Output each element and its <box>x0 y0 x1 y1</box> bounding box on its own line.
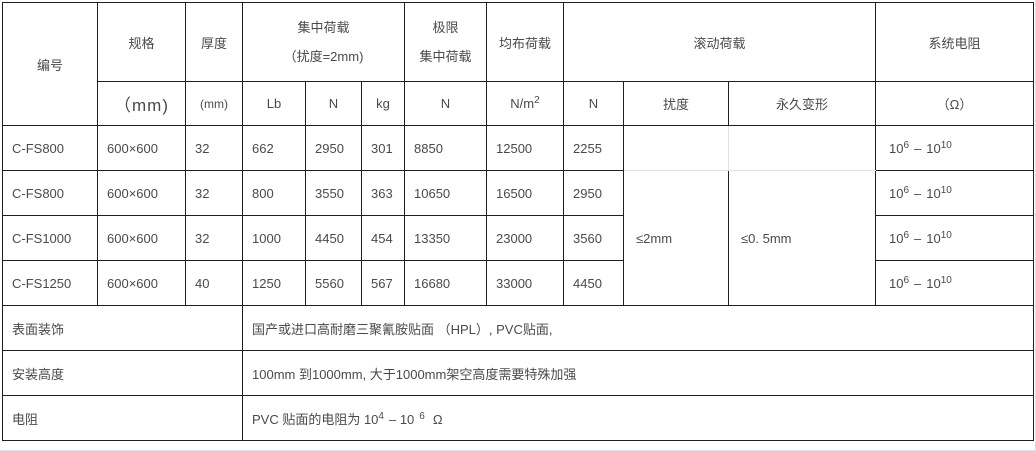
cell-uniform-load: 23000 <box>486 215 564 261</box>
cell-ultimate-n: 10650 <box>404 170 487 216</box>
cell-system-resistance: 106–1010 <box>875 215 1034 261</box>
unit-n-per-m2: N/m2 <box>486 81 564 126</box>
table-row: C-FS800 600×600 32 662 2950 301 8850 125… <box>2 125 1034 171</box>
col-header-uniform-load: 均布荷载 <box>486 2 564 82</box>
cell-system-resistance: 106–1010 <box>875 125 1034 171</box>
floor-panel-spec-table: 编号 规格 厚度 集中荷载 （扰度=2mm) 极限 集中荷载 均布荷载 滚动荷载… <box>2 2 1034 441</box>
footer-label-install-height: 安装高度 <box>2 350 243 396</box>
footer-content-resistance: PVC 贴面的电阻为 104– 10 6 Ω <box>242 395 1034 441</box>
unit-n-concentrated: N <box>305 81 362 126</box>
table-row: C-FS1000 600×600 32 1000 4450 454 13350 … <box>2 215 1034 261</box>
unit-kg: kg <box>361 81 405 126</box>
concentrated-load-line2: （扰度=2mm) <box>283 49 364 64</box>
cell-kg: 301 <box>361 125 405 171</box>
col-header-spec: 规格 <box>97 2 186 82</box>
cell-uniform-load: 33000 <box>486 260 564 306</box>
footer-row-surface: 表面装饰 国产或进口高耐磨三聚氰胺贴面 （HPL）, PVC贴面, <box>2 305 1034 351</box>
unit-permanent-deformation: 永久变形 <box>728 81 876 126</box>
cell-deflection-empty <box>623 125 729 171</box>
cell-ultimate-n: 16680 <box>404 260 487 306</box>
cell-kg: 454 <box>361 215 405 261</box>
cell-rolling-n: 2255 <box>563 125 624 171</box>
cell-system-resistance: 106–1010 <box>875 170 1034 216</box>
cell-lb: 662 <box>242 125 306 171</box>
cell-thickness: 32 <box>185 215 243 261</box>
cell-kg: 363 <box>361 170 405 216</box>
footer-row-resistance: 电阻 PVC 贴面的电阻为 104– 10 6 Ω <box>2 395 1034 441</box>
table-row: C-FS1250 600×600 40 1250 5560 567 16680 … <box>2 260 1034 306</box>
cell-lb: 1000 <box>242 215 306 261</box>
footer-label-surface: 表面装饰 <box>2 305 243 351</box>
col-header-system-resistance: 系统电阻 <box>875 2 1034 82</box>
cell-kg: 567 <box>361 260 405 306</box>
cell-rolling-permanent-deformation: ≤0. 5mm <box>728 170 876 306</box>
cell-model: C-FS1000 <box>2 215 98 261</box>
cell-model: C-FS800 <box>2 125 98 171</box>
footer-label-resistance: 电阻 <box>2 395 243 441</box>
cell-rolling-n: 4450 <box>563 260 624 306</box>
unit-lb: Lb <box>242 81 306 126</box>
ultimate-load-line1: 极限 <box>432 20 459 35</box>
footer-content-surface: 国产或进口高耐磨三聚氰胺贴面 （HPL）, PVC贴面, <box>242 305 1034 351</box>
cell-rolling-n: 3560 <box>563 215 624 261</box>
cell-lb: 800 <box>242 170 306 216</box>
cell-spec: 600×600 <box>97 215 186 261</box>
col-header-thickness: 厚度 <box>185 2 243 82</box>
unit-spec-mm: （mm) <box>97 81 186 126</box>
cell-ultimate-n: 13350 <box>404 215 487 261</box>
unit-ohm: （Ω） <box>875 81 1034 126</box>
cell-n: 3550 <box>305 170 362 216</box>
cell-thickness: 32 <box>185 170 243 216</box>
cell-rolling-deflection: ≤2mm <box>623 170 729 306</box>
footer-row-install-height: 安装高度 100mm 到1000mm, 大于1000mm架空高度需要特殊加强 <box>2 350 1034 396</box>
resistance-value: 10 <box>889 275 904 291</box>
col-header-rolling-load: 滚动荷载 <box>563 2 876 82</box>
header-row-1: 编号 规格 厚度 集中荷载 （扰度=2mm) 极限 集中荷载 均布荷载 滚动荷载… <box>2 2 1034 126</box>
cell-thickness: 40 <box>185 260 243 306</box>
cell-n: 4450 <box>305 215 362 261</box>
unit-n-ultimate: N <box>404 81 487 126</box>
col-header-model: 编号 <box>2 2 98 126</box>
concentrated-load-line1: 集中荷载 <box>297 20 350 35</box>
cell-uniform-load: 12500 <box>486 125 564 171</box>
cell-permanent-empty <box>728 125 876 171</box>
table-row: C-FS800 600×600 32 800 3550 363 10650 16… <box>2 170 1034 306</box>
cell-rolling-n: 2950 <box>563 170 624 216</box>
cell-uniform-load: 16500 <box>486 170 564 216</box>
pvc-resistance-text: PVC 贴面的电阻为 10 <box>252 411 379 427</box>
unit-deflection: 扰度 <box>623 81 729 126</box>
resistance-value: 10 <box>889 140 904 156</box>
resistance-value: 10 <box>889 230 904 246</box>
footer-content-install-height: 100mm 到1000mm, 大于1000mm架空高度需要特殊加强 <box>242 350 1034 396</box>
cell-lb: 1250 <box>242 260 306 306</box>
header-row-units: （mm) (mm) Lb N kg N N/m2 N 扰度 永久变形 （Ω） <box>3 81 1034 126</box>
cell-thickness: 32 <box>185 125 243 171</box>
unit-thickness-mm: (mm) <box>185 81 243 126</box>
cell-system-resistance: 106–1010 <box>875 260 1034 306</box>
cell-spec: 600×600 <box>97 170 186 216</box>
cell-spec: 600×600 <box>97 125 186 171</box>
cell-model: C-FS1250 <box>2 260 98 306</box>
unit-n-rolling: N <box>563 81 624 126</box>
col-header-concentrated-load: 集中荷载 （扰度=2mm) <box>242 2 405 82</box>
resistance-value: 10 <box>889 185 904 201</box>
ultimate-load-line2: 集中荷载 <box>419 49 472 64</box>
cell-spec: 600×600 <box>97 260 186 306</box>
cell-ultimate-n: 8850 <box>404 125 487 171</box>
cell-n: 2950 <box>305 125 362 171</box>
cell-n: 5560 <box>305 260 362 306</box>
col-header-ultimate-load: 极限 集中荷载 <box>404 2 487 82</box>
cell-model: C-FS800 <box>2 170 98 216</box>
